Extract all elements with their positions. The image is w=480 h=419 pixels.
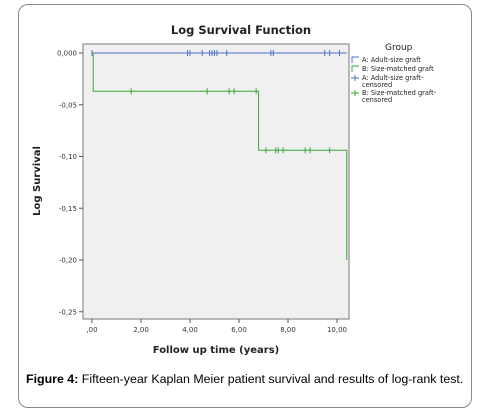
y-tick-label: -0,05 — [59, 101, 77, 109]
x-tick-label: 10,00 — [327, 326, 347, 334]
legend-label: A: Adult-size graft — [362, 56, 421, 64]
x-tick-label: ,00 — [86, 326, 97, 334]
caption-label: Figure 4: — [26, 372, 79, 386]
legend-swatch — [351, 90, 359, 96]
x-axis: ,00 2,00 4,00 6,00 8,00 10,00 — [86, 319, 347, 334]
y-tick-label: -0,10 — [59, 153, 77, 161]
legend-label: B: Size-matched graft- — [362, 89, 437, 97]
series-layer — [91, 50, 348, 260]
y-axis-title: Log Survival — [32, 146, 43, 216]
legend-swatch — [351, 75, 359, 81]
caption-text: Fifteen-year Kaplan Meier patient surviv… — [78, 372, 464, 386]
legend-title: Group — [385, 43, 413, 53]
x-tick-label: 8,00 — [280, 326, 296, 334]
legend-swatch — [351, 56, 359, 63]
x-axis-title: Follow up time (years) — [153, 345, 279, 356]
plot-area — [82, 43, 350, 320]
legend-label: B: Size-matched graft — [362, 65, 434, 73]
x-tick-label: 4,00 — [182, 326, 198, 334]
legend-label: A: Adult-size graft- — [362, 74, 424, 82]
legend-label: censored — [362, 81, 392, 89]
legend-swatch — [351, 65, 359, 72]
y-tick-label: -0,20 — [59, 257, 77, 265]
y-tick-label: -0,25 — [59, 308, 77, 316]
series-line-b — [92, 52, 348, 260]
x-tick-label: 6,00 — [231, 326, 247, 334]
y-axis: 0,000 -0,05 -0,10 -0,15 -0,20 -0,25 — [57, 50, 83, 316]
chart-title: Log Survival Function — [171, 23, 311, 37]
x-tick-label: 2,00 — [133, 326, 149, 334]
y-tick-label: 0,000 — [57, 50, 77, 58]
legend-label: censored — [362, 96, 392, 104]
figure-caption: Figure 4: Fifteen-year Kaplan Meier pati… — [26, 372, 466, 387]
chart: Log Survival Function 0,000 -0,05 -0,10 -0,… — [32, 23, 437, 356]
y-tick-label: -0,15 — [59, 205, 77, 213]
